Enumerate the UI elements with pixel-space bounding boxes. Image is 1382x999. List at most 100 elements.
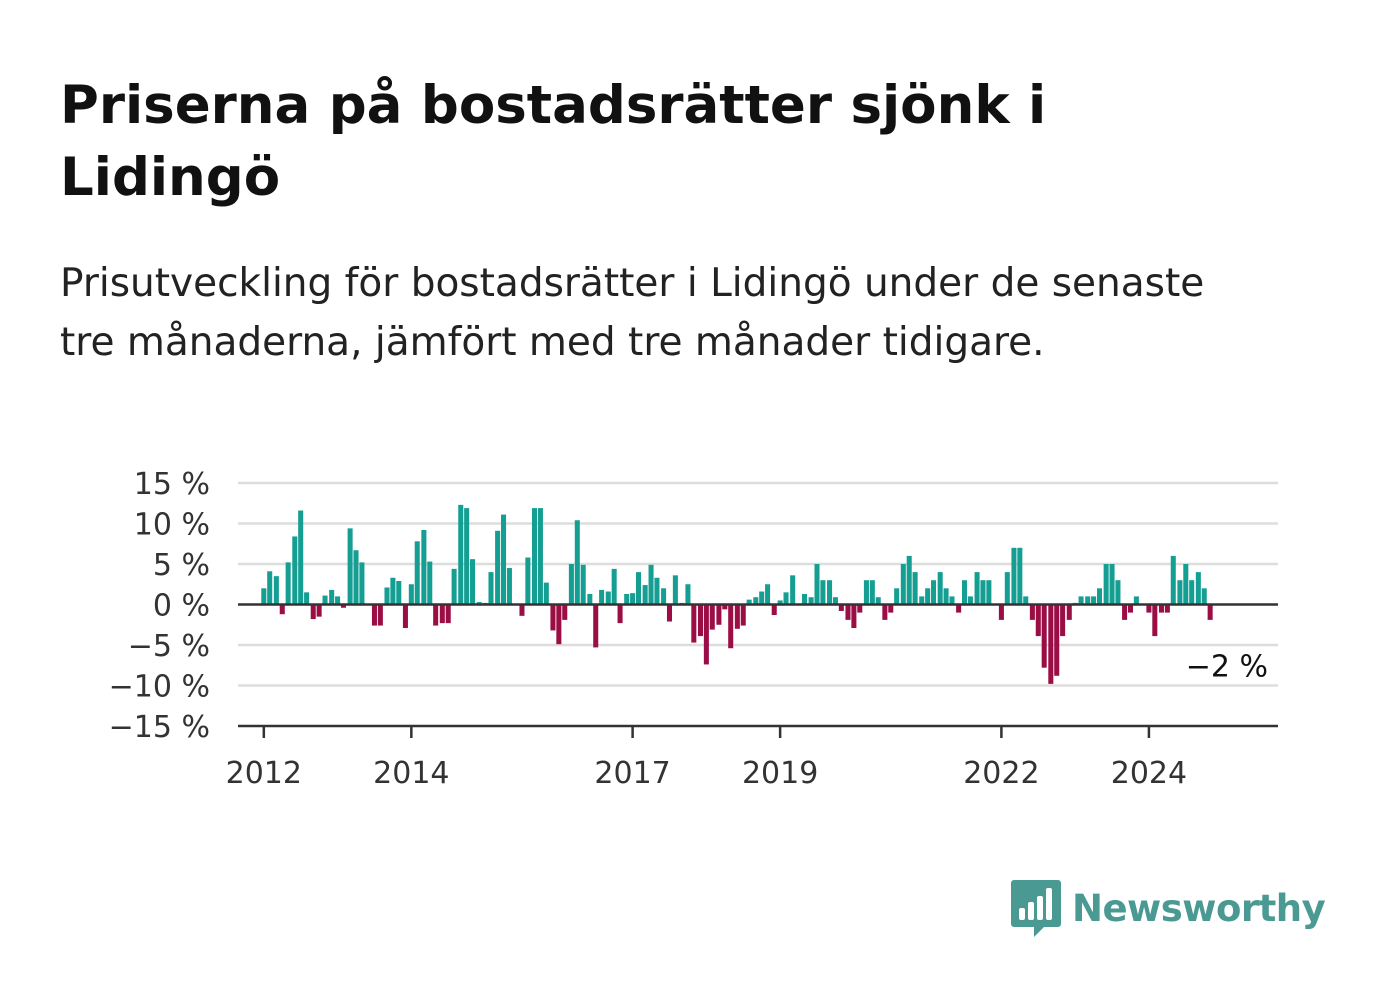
bar [285,562,291,605]
bar [562,604,568,620]
bar [1060,604,1066,637]
bar [335,596,341,605]
bar [439,604,445,624]
bar [329,589,335,605]
bar [1115,580,1121,605]
bar [451,568,457,605]
y-tick-label: −5 % [128,629,210,664]
bar [1152,604,1158,637]
bar [1164,604,1170,613]
axes [238,603,1278,738]
bar [427,561,433,605]
bar [1091,596,1097,605]
bar [464,508,470,605]
bar [1085,596,1091,605]
chart-title: Priserna på bostadsrätter sjönk i Liding… [60,75,1047,208]
bar [605,591,611,605]
bar [691,604,697,643]
bar [1158,604,1164,613]
bar [838,604,844,611]
bar [506,568,512,605]
bar [882,604,888,620]
bar [808,597,814,605]
x-tick-label: 2017 [594,756,670,791]
bar [1054,604,1060,676]
bar [261,588,267,605]
bar [648,564,654,605]
bar [1023,596,1029,605]
bar [875,597,881,605]
bar [986,580,992,605]
y-tick-label: 15 % [134,467,210,502]
bar [470,559,476,605]
bar [624,593,630,605]
bar [746,599,752,605]
bar [1011,547,1017,605]
bar [753,597,759,605]
bar [574,520,580,605]
chart-subtitle: Prisutveckling för bostadsrätter i Lidin… [60,261,1205,365]
bar [1170,555,1176,605]
bar [949,596,955,605]
bar [414,541,420,605]
bar [697,604,703,637]
bar [827,580,833,605]
bar [919,596,925,605]
bar [661,588,667,605]
bar [974,572,980,605]
bar [519,604,525,616]
bar [340,604,346,608]
bar [801,593,807,605]
y-tick-label: −15 % [109,710,210,745]
bar [740,604,746,626]
bar [642,585,648,605]
bar [550,604,556,631]
bar [722,604,728,610]
tick-labels: 15 % 10 % 5 % 0 % −5 % −10 % −15 % 2012 2014 2017… [109,467,1268,791]
bar [771,604,777,616]
bar [728,604,734,649]
bar [635,572,642,605]
last-value-label: −2 % [1186,650,1268,685]
bar [556,604,562,645]
bar [759,591,765,605]
bar [347,528,353,605]
y-tick-label: 5 % [153,548,210,583]
y-tick-label: 10 % [134,508,210,543]
bar [408,584,414,605]
bar [421,529,427,605]
bar [1177,580,1183,605]
bar [666,604,673,622]
bar [1035,604,1041,637]
bar [617,604,623,624]
bar [501,514,507,605]
bar [857,604,863,613]
bar [931,580,937,605]
bar [495,530,501,605]
bar [1004,572,1010,605]
bar [765,584,771,605]
bar [937,572,943,605]
bar [967,596,973,605]
bar [703,604,709,665]
bar [956,604,962,613]
bar [525,557,531,605]
x-tick-label: 2024 [1111,756,1187,791]
bar [894,588,900,605]
bar [777,600,783,605]
bar [1096,588,1103,605]
bar [1078,596,1084,605]
bar [445,604,451,624]
bar [1017,547,1023,605]
bar [851,604,857,628]
bar [888,604,894,613]
bar [488,572,494,605]
bar [912,572,918,605]
bar [568,564,574,605]
bar [709,604,715,630]
bar [1189,580,1195,605]
y-tick-label: 0 % [153,589,210,624]
bar [433,604,439,626]
bar [1048,604,1054,684]
